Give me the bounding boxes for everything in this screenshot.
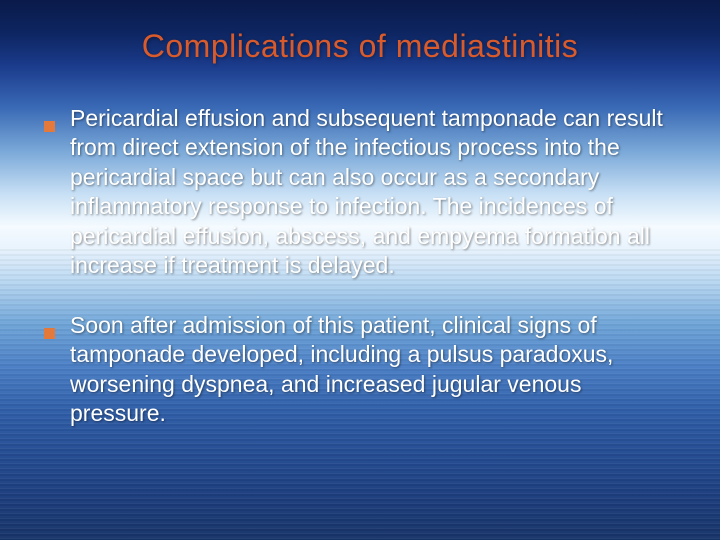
bullet-icon xyxy=(44,110,55,121)
bullet-list: Pericardial effusion and subsequent tamp… xyxy=(44,104,664,428)
list-item: Pericardial effusion and subsequent tamp… xyxy=(44,104,664,281)
list-item: Soon after admission of this patient, cl… xyxy=(44,311,664,429)
slide: Complications of mediastinitis Pericardi… xyxy=(0,0,720,540)
slide-body: Pericardial effusion and subsequent tamp… xyxy=(44,104,664,458)
bullet-text: Pericardial effusion and subsequent tamp… xyxy=(70,105,663,278)
slide-title: Complications of mediastinitis xyxy=(0,28,720,65)
bullet-icon xyxy=(44,317,55,328)
bullet-text: Soon after admission of this patient, cl… xyxy=(70,312,613,426)
